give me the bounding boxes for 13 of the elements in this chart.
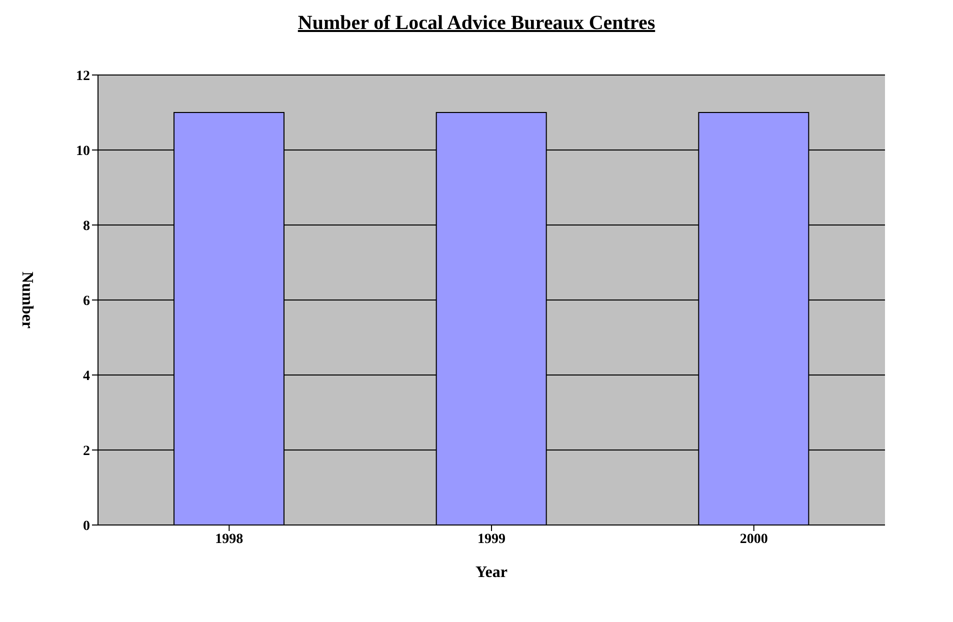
y-tick-label: 4 (83, 368, 90, 384)
y-tick-label: 8 (83, 218, 90, 234)
x-axis-title: Year (476, 564, 508, 581)
chart-title: Number of Local Advice Bureaux Centres (296, 12, 656, 35)
y-tick-label: 12 (76, 68, 90, 84)
x-tick-label: 2000 (740, 532, 768, 547)
y-axis-title: Number (18, 272, 36, 328)
y-tick-label: 0 (83, 518, 90, 534)
x-tick-label: 1998 (215, 532, 244, 547)
y-tick-label: 6 (83, 294, 90, 309)
x-tick-label: 1999 (478, 532, 506, 547)
y-tick-label: 2 (83, 444, 90, 459)
y-tick-label: 10 (76, 144, 90, 159)
